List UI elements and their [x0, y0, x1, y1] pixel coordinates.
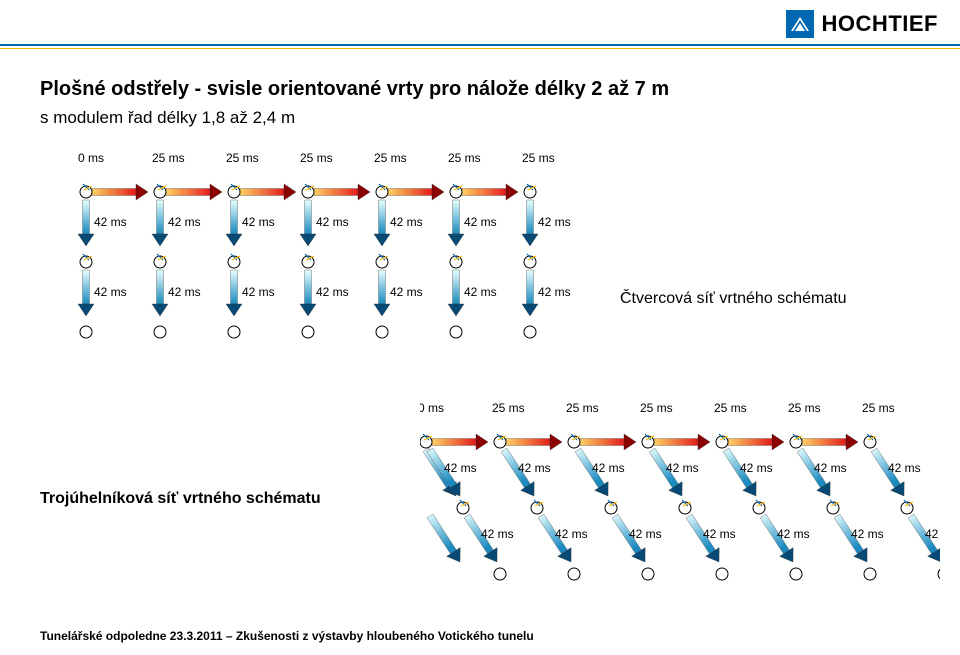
svg-text:42 ms: 42 ms — [168, 215, 201, 229]
svg-text:42 ms: 42 ms — [555, 527, 588, 541]
square-grid-label: Čtvercová síť vrtného schématu — [620, 290, 847, 308]
svg-text:42 ms: 42 ms — [242, 285, 275, 299]
triangle-grid-label: Trojúhelníková síť vrtného schématu — [40, 490, 321, 508]
svg-text:25 ms: 25 ms — [448, 151, 481, 165]
svg-text:42 ms: 42 ms — [538, 215, 571, 229]
svg-text:25 ms: 25 ms — [714, 401, 747, 415]
svg-text:42 ms: 42 ms — [94, 285, 127, 299]
svg-text:42 ms: 42 ms — [168, 285, 201, 299]
svg-text:0 ms: 0 ms — [420, 401, 444, 415]
svg-text:42 ms: 42 ms — [390, 215, 423, 229]
svg-text:42 ms: 42 ms — [481, 527, 514, 541]
svg-text:42 ms: 42 ms — [464, 285, 497, 299]
svg-text:25 ms: 25 ms — [152, 151, 185, 165]
brand-logo: HOCHTIEF — [786, 10, 938, 38]
svg-text:25 ms: 25 ms — [788, 401, 821, 415]
svg-text:42 ms: 42 ms — [851, 527, 884, 541]
svg-text:42 ms: 42 ms — [518, 461, 551, 475]
svg-text:42 ms: 42 ms — [888, 461, 921, 475]
svg-text:25 ms: 25 ms — [522, 151, 555, 165]
header-rule — [0, 44, 960, 49]
svg-text:42 ms: 42 ms — [777, 527, 810, 541]
svg-text:42 ms: 42 ms — [390, 285, 423, 299]
footer-text: Tunelářské odpoledne 23.3.2011 – Zkušeno… — [40, 629, 534, 643]
square-grid-diagram: 0 ms 25 ms 25 ms 25 ms 25 ms 25 ms 25 ms 42 ms 4… — [60, 150, 580, 365]
svg-text:42 ms: 42 ms — [94, 215, 127, 229]
svg-text:0 ms: 0 ms — [78, 151, 104, 165]
svg-text:25 ms: 25 ms — [374, 151, 407, 165]
triangle-grid-diagram: 0 ms 25 ms 25 ms 25 ms 25 ms 25 ms 25 ms 42 ms 4… — [420, 400, 940, 605]
svg-text:25 ms: 25 ms — [640, 401, 673, 415]
svg-text:42 ms: 42 ms — [740, 461, 773, 475]
svg-text:42 ms: 42 ms — [464, 215, 497, 229]
svg-text:42 ms: 42 ms — [629, 527, 662, 541]
svg-text:42 ms: 42 ms — [666, 461, 699, 475]
svg-text:42 ms: 42 ms — [925, 527, 940, 541]
svg-text:42 ms: 42 ms — [316, 215, 349, 229]
svg-text:42 ms: 42 ms — [703, 527, 736, 541]
svg-text:42 ms: 42 ms — [814, 461, 847, 475]
svg-text:42 ms: 42 ms — [242, 215, 275, 229]
triangle-strip-icon — [789, 13, 811, 35]
svg-text:42 ms: 42 ms — [444, 461, 477, 475]
brand-logo-mark — [786, 10, 814, 38]
svg-text:42 ms: 42 ms — [316, 285, 349, 299]
svg-text:25 ms: 25 ms — [226, 151, 259, 165]
slide-subtitle: s modulem řad délky 1,8 až 2,4 m — [40, 106, 299, 130]
svg-text:25 ms: 25 ms — [566, 401, 599, 415]
svg-text:25 ms: 25 ms — [492, 401, 525, 415]
svg-text:25 ms: 25 ms — [300, 151, 333, 165]
svg-text:25 ms: 25 ms — [862, 401, 895, 415]
svg-text:42 ms: 42 ms — [538, 285, 571, 299]
slide-title: Plošné odstřely - svisle orientované vrt… — [40, 78, 669, 101]
brand-name: HOCHTIEF — [822, 11, 938, 37]
svg-text:42 ms: 42 ms — [592, 461, 625, 475]
